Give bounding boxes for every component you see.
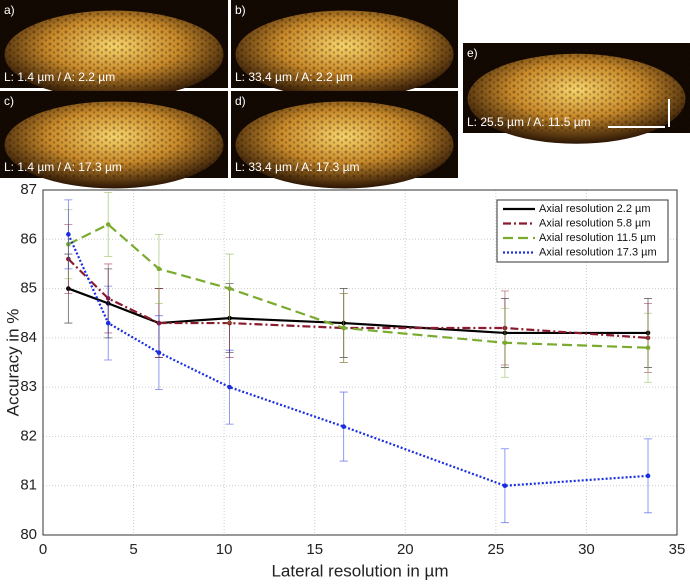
panel-caption: L: 1.4 µm / A: 2.2 µm (4, 70, 115, 84)
x-tick-label: 0 (39, 541, 47, 558)
texture (231, 0, 458, 88)
texture (463, 43, 690, 133)
point (105, 222, 111, 227)
series-line (67, 233, 649, 487)
point (105, 320, 111, 326)
point (341, 325, 346, 331)
legend-label: Axial resolution 11.5 µm (539, 232, 656, 244)
x-tick-label: 25 (488, 541, 505, 558)
plot-frame (42, 189, 678, 536)
panel-letter: e) (467, 46, 478, 60)
y-tick-label: 85 (20, 280, 37, 297)
legend-box (496, 199, 669, 263)
x-axis-label: Lateral resolution in µm (271, 561, 448, 580)
point (645, 473, 651, 479)
series-line (67, 287, 649, 335)
y-tick-label: 81 (20, 477, 37, 494)
texture (0, 91, 228, 178)
point (156, 266, 162, 272)
panel-letter: b) (235, 3, 246, 17)
panel-letter: a) (4, 3, 15, 17)
texture (231, 91, 458, 178)
y-tick-label: 84 (20, 329, 37, 346)
point (227, 384, 232, 390)
y-tick-label: 83 (20, 378, 37, 395)
chart: 80 81 82 83 84 85 86 87 0 5 10 15 20 25 30 35 Lateral re… (3, 181, 685, 581)
panel-letter: c) (4, 94, 14, 108)
panel-caption: L: 33.4 µm / A: 17.3 µm (235, 160, 360, 174)
y-tick-label: 80 (20, 526, 37, 543)
x-tick-label: 30 (578, 541, 595, 558)
point (502, 483, 508, 489)
panel-caption: L: 33.4 µm / A: 2.2 µm (235, 70, 353, 84)
point (502, 340, 508, 346)
legend-label: Axial resolution 2.2 µm (539, 203, 651, 215)
y-tick-label: 86 (20, 230, 37, 247)
point (156, 350, 162, 355)
x-tick-label: 15 (306, 541, 323, 558)
x-tick-label: 20 (397, 541, 414, 558)
point (645, 345, 651, 351)
series-line (67, 258, 649, 339)
y-axis-label: Accuracy in % (3, 309, 22, 417)
x-tick-label: 5 (129, 541, 137, 558)
y-tick-label: 82 (20, 427, 37, 444)
x-tick-label: 10 (216, 541, 233, 558)
x-tick-label: 35 (669, 541, 686, 558)
point (227, 286, 232, 291)
panel-caption: L: 25.5 µm / A: 11.5 µm (467, 115, 591, 129)
panel-letter: d) (235, 94, 246, 108)
image-panels: a) L: 1.4 µm / A: 2.2 µm b) L: 33.4 µm / A:… (0, 0, 690, 189)
legend-label: Axial resolution 17.3 µm (539, 246, 657, 258)
legend-label: Axial resolution 5.8 µm (539, 217, 651, 229)
point (66, 232, 71, 237)
y-tick-label: 87 (20, 181, 37, 198)
texture (0, 0, 228, 88)
panel-caption: L: 1.4 µm / A: 17.3 µm (4, 160, 122, 174)
point (341, 424, 346, 429)
